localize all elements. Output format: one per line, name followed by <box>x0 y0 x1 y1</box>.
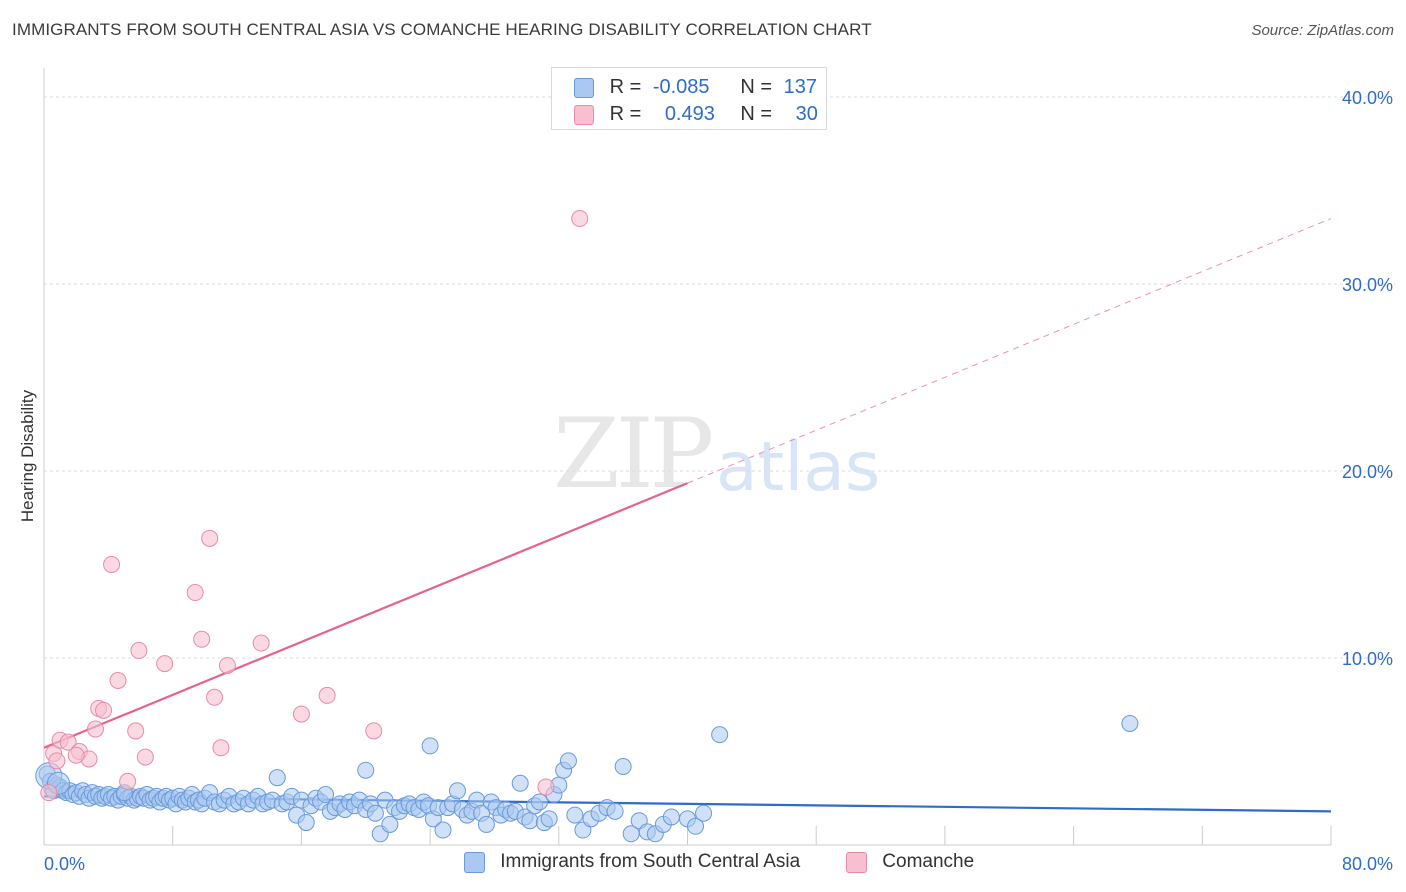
data-point-immigrants-south-central-asia <box>357 761 375 779</box>
points-series-b <box>40 210 589 802</box>
data-point-immigrants-south-central-asia <box>317 786 335 804</box>
x-tick-label: 0.0% <box>44 854 85 874</box>
tick-label-layer: 10.0% 20.0% 30.0% 40.0% 0.0% 80.0% <box>44 88 1393 874</box>
data-point-comanche <box>292 705 310 723</box>
legend-swatch-pink <box>574 104 594 125</box>
data-point-comanche <box>318 686 336 704</box>
data-point-comanche <box>40 784 58 802</box>
chart-source: Source: ZipAtlas.com <box>1251 22 1394 39</box>
data-point-comanche <box>212 739 230 757</box>
data-point-comanche <box>109 671 127 689</box>
bottom-legend-swatch-pink <box>846 851 867 873</box>
y-tick-label: 30.0% <box>1342 275 1393 295</box>
data-point-immigrants-south-central-asia <box>381 815 399 833</box>
data-point-comanche <box>103 556 121 573</box>
correlation-legend: R = -0.085 N = 137 R = 0.493 N = 30 <box>551 67 827 130</box>
data-point-comanche <box>119 772 137 790</box>
legend-r-label: R = <box>609 103 642 126</box>
legend-r-value: 0.493 <box>664 103 715 126</box>
data-point-immigrants-south-central-asia <box>540 810 558 828</box>
data-point-comanche <box>193 630 211 648</box>
y-tick-label: 10.0% <box>1342 649 1393 669</box>
data-point-comanche <box>201 529 219 547</box>
data-point-immigrants-south-central-asia <box>448 782 466 800</box>
bottom-legend-series-a: Immigrants from South Central Asia <box>464 851 800 877</box>
legend-n-value: 30 <box>795 103 818 126</box>
data-point-comanche <box>95 701 113 719</box>
legend-r-label: R = <box>609 76 642 99</box>
data-point-immigrants-south-central-asia <box>477 815 495 833</box>
data-point-immigrants-south-central-asia <box>662 808 680 826</box>
data-point-immigrants-south-central-asia <box>521 812 539 830</box>
bottom-legend-series-b: Comanche <box>846 851 974 877</box>
data-point-comanche <box>130 642 148 660</box>
legend-r-value: -0.085 <box>652 76 710 99</box>
y-tick-label: 20.0% <box>1342 462 1393 482</box>
x-tick-label: 80.0% <box>1342 854 1393 874</box>
bottom-legend-swatch-blue <box>464 851 485 873</box>
data-point-comanche <box>365 722 383 740</box>
legend-n-value: 137 <box>783 76 817 99</box>
data-point-immigrants-south-central-asia <box>566 806 584 824</box>
axis-layer <box>43 68 1332 846</box>
data-point-comanche <box>59 733 77 751</box>
data-point-immigrants-south-central-asia <box>530 793 548 811</box>
data-point-immigrants-south-central-asia <box>268 769 286 787</box>
data-point-immigrants-south-central-asia <box>366 804 384 822</box>
data-point-immigrants-south-central-asia <box>559 752 577 770</box>
data-point-comanche <box>571 210 589 228</box>
data-point-comanche <box>252 634 270 652</box>
data-point-immigrants-south-central-asia <box>687 817 705 835</box>
watermark-atlas: atlas <box>716 428 881 507</box>
data-point-comanche <box>136 748 154 766</box>
bottom-legend-label-b: Comanche <box>882 851 975 872</box>
data-point-immigrants-south-central-asia <box>614 757 632 775</box>
legend-row-series-a: R = -0.085 N = 137 <box>574 76 817 100</box>
data-point-comanche <box>537 778 555 796</box>
grid-layer <box>44 96 1395 659</box>
y-tick-label: 40.0% <box>1342 88 1393 108</box>
data-point-immigrants-south-central-asia <box>606 802 624 820</box>
legend-row-series-b: R = 0.493 N = 30 <box>574 103 818 127</box>
watermark-zip: ZIP <box>553 398 714 510</box>
data-point-comanche <box>186 584 204 602</box>
trendline-comanche <box>43 482 688 749</box>
data-point-immigrants-south-central-asia <box>1121 714 1139 732</box>
points-series-a <box>35 714 1139 843</box>
data-point-immigrants-south-central-asia <box>434 821 452 839</box>
legend-n-label: N = <box>740 76 773 99</box>
data-point-immigrants-south-central-asia <box>511 774 529 792</box>
data-point-comanche <box>86 720 104 738</box>
data-point-comanche <box>48 752 66 770</box>
data-point-immigrants-south-central-asia <box>421 737 439 755</box>
legend-swatch-blue <box>574 77 594 98</box>
y-axis-title: Hearing Disability <box>18 389 37 523</box>
data-point-immigrants-south-central-asia <box>711 726 729 744</box>
data-point-comanche <box>206 688 224 706</box>
data-point-comanche <box>127 722 145 740</box>
data-point-comanche <box>218 656 236 674</box>
data-point-comanche <box>156 655 174 673</box>
bottom-legend-label-a: Immigrants from South Central Asia <box>500 851 801 872</box>
data-point-comanche <box>67 746 85 764</box>
chart-title: IMMIGRANTS FROM SOUTH CENTRAL ASIA VS CO… <box>12 20 872 39</box>
data-point-immigrants-south-central-asia <box>695 804 713 822</box>
data-point-immigrants-south-central-asia <box>297 814 315 832</box>
trendline-comanche-extrapolated <box>687 218 1332 484</box>
legend-n-label: N = <box>740 103 773 126</box>
